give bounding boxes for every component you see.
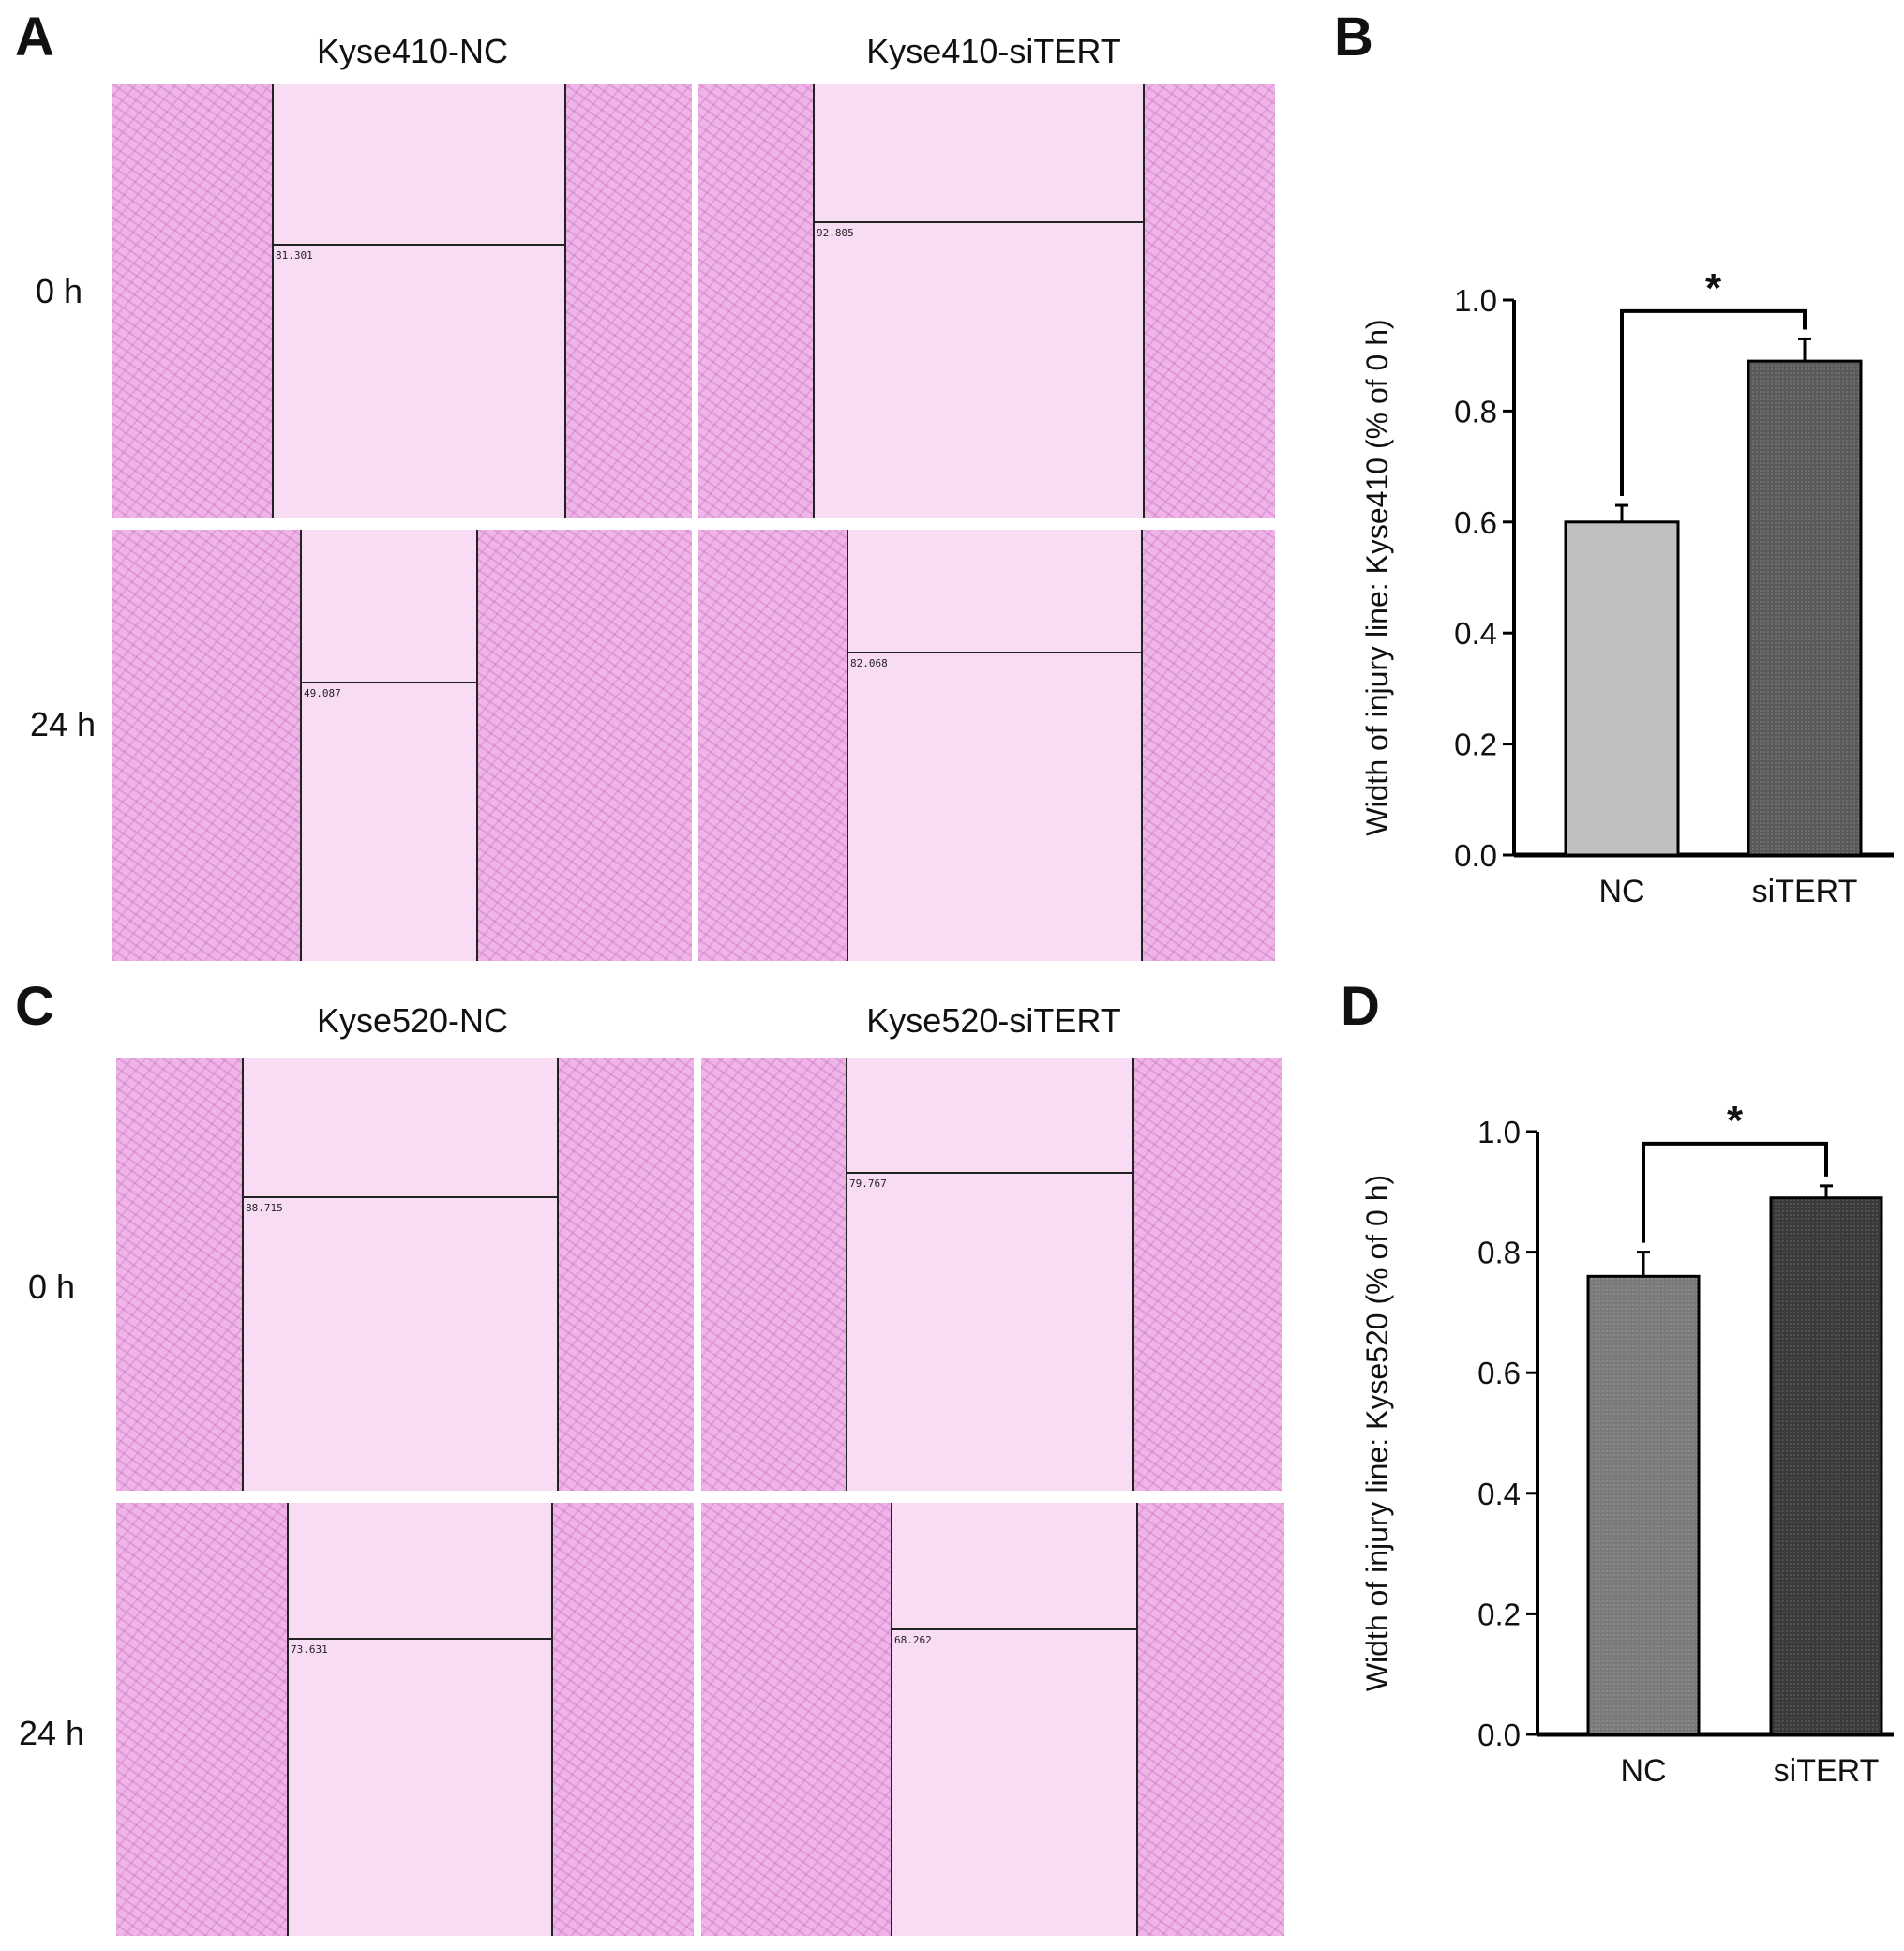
x-tick-label: siTERT [1752, 874, 1858, 909]
y-tick-label: 0.2 [1454, 728, 1497, 762]
col-title-kyse520-nc: Kyse520-NC [316, 1001, 509, 1040]
measurement-label: 92.805 [817, 227, 854, 239]
y-tick-label: 0.8 [1454, 394, 1497, 428]
y-tick-label: 1.0 [1454, 283, 1497, 318]
y-tick-label: 0.0 [1454, 838, 1497, 873]
y-tick-label: 1.0 [1477, 1115, 1521, 1149]
col-title-kyse410-nc: Kyse410-NC [316, 32, 509, 70]
col-title-kyse520-siTERT: Kyse520-siTERT [866, 1001, 1121, 1040]
y-axis-title: Width of injury line: Kyse410 (% of 0 h) [1360, 319, 1394, 835]
measurement-label: 79.767 [849, 1178, 887, 1190]
y-tick-label: 0.4 [1454, 616, 1497, 651]
row-label-c-24h: 24 h [19, 1714, 85, 1752]
row-label-c-0h: 0 h [28, 1268, 76, 1306]
micrograph-kyse520-nc-0h: 88.715 [116, 1058, 694, 1491]
measurement-label: 81.301 [276, 249, 313, 262]
panel-letter-c: C [15, 976, 54, 1037]
micrograph-kyse410-siTERT-0h: 92.805 [698, 84, 1275, 518]
panel-letter-b: B [1334, 7, 1373, 68]
micrograph-kyse520-siTERT-24h: 68.262 [701, 1503, 1284, 1936]
significance-marker: * [1727, 1098, 1744, 1144]
y-tick-label: 0.8 [1477, 1236, 1521, 1270]
y-tick-label: 0.6 [1454, 505, 1497, 540]
micrograph-kyse410-nc-24h: 49.087 [112, 530, 692, 961]
bar-chart-kyse410: 0.0 0.2 0.4 0.6 0.8 1.0 Width of injury line: … [1360, 265, 1894, 909]
y-tick-label: 0.2 [1477, 1597, 1521, 1631]
significance-bracket [1642, 1141, 1828, 1243]
panel-letter-d: D [1341, 976, 1380, 1037]
micrograph-kyse410-siTERT-24h: 82.068 [698, 530, 1275, 961]
col-title-kyse410-siTERT: Kyse410-siTERT [866, 32, 1121, 70]
bar-sitert [1747, 359, 1863, 857]
y-tick-label: 0.4 [1477, 1477, 1521, 1511]
measurement-label: 68.262 [894, 1634, 932, 1646]
micrograph-kyse410-nc-0h: 81.301 [112, 84, 692, 518]
y-tick-label: 0.6 [1477, 1356, 1521, 1390]
micrograph-kyse520-nc-24h: 73.631 [116, 1503, 694, 1936]
x-tick-label: siTERT [1774, 1753, 1880, 1789]
measurement-label: 73.631 [291, 1643, 328, 1656]
x-tick-label: NC [1620, 1753, 1666, 1789]
x-tick-label: NC [1598, 874, 1644, 909]
y-axis-title: Width of injury line: Kyse520 (% of 0 h) [1360, 1175, 1394, 1691]
row-label-a-0h: 0 h [36, 272, 83, 310]
bar-sitert [1769, 1196, 1883, 1736]
bar-chart-kyse520: 0.0 0.2 0.4 0.6 0.8 1.0 Width of injury line: … [1360, 1098, 1894, 1789]
y-tick-label: 0.0 [1477, 1718, 1521, 1752]
bar-nc [1564, 520, 1680, 857]
micrograph-kyse520-siTERT-0h: 79.767 [701, 1058, 1282, 1491]
measurement-label: 88.715 [246, 1202, 283, 1214]
significance-marker: * [1705, 265, 1722, 311]
bar-nc [1586, 1274, 1701, 1736]
row-label-a-24h: 24 h [30, 705, 97, 743]
panel-letter-a: A [15, 7, 54, 68]
measurement-label: 49.087 [304, 687, 341, 699]
measurement-label: 82.068 [850, 657, 888, 669]
significance-bracket [1620, 308, 1807, 497]
